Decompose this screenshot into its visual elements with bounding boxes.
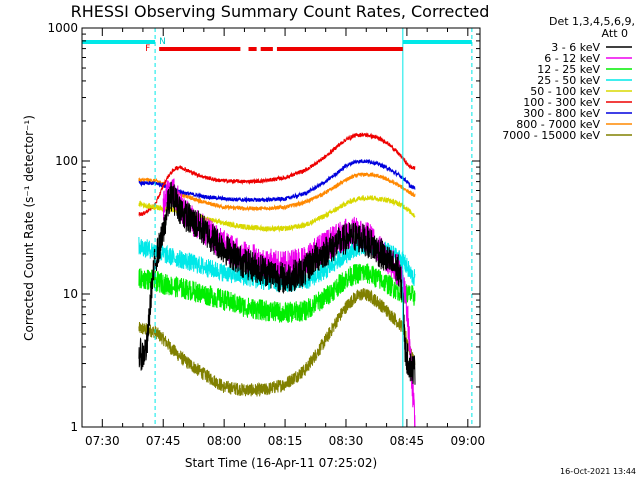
flare-bar: [276, 47, 403, 51]
series-line-6: [138, 159, 416, 204]
x-tick-label: 07:45: [146, 434, 181, 448]
series-line-7: [138, 171, 416, 212]
y-tick-label: 100: [55, 154, 78, 168]
legend-label-2: 12 - 25 keV: [537, 63, 600, 76]
y-tick-label: 1: [70, 420, 78, 434]
y-tick-label: 1000: [47, 21, 78, 35]
legend-label-4: 50 - 100 keV: [530, 85, 600, 98]
x-tick-label: 08:30: [329, 434, 364, 448]
y-tick-label: 10: [63, 287, 78, 301]
timestamp: 16-Oct-2021 13:44: [560, 467, 636, 476]
y-axis-label: Corrected Count Rate (s⁻¹ detector⁻¹): [22, 115, 36, 341]
x-tick-label: 08:00: [207, 434, 242, 448]
eclipse-flag-label: N: [159, 37, 166, 47]
series-line-2: [138, 263, 416, 324]
legend-detectors: Det 1,3,4,5,6,9,: [549, 15, 635, 28]
legend-label-5: 100 - 300 keV: [523, 96, 600, 109]
flare-bar: [260, 47, 273, 51]
series-line-5: [138, 131, 416, 217]
legend-label-1: 6 - 12 keV: [544, 52, 600, 65]
series-line-0: [138, 181, 416, 385]
legend-label-0: 3 - 6 keV: [551, 41, 600, 54]
series-line-8: [138, 288, 416, 397]
night-bar: [82, 40, 156, 44]
series-layer: [138, 131, 416, 428]
legend-attenuator: Att 0: [602, 27, 628, 40]
tick-layer: 07:30 07:45 08:00 08:15 08:30 08:45 09:00 1 10 10…: [47, 21, 485, 448]
flare-bar: [159, 47, 241, 51]
x-tick-label: 07:30: [85, 434, 120, 448]
x-tick-label: 09:00: [451, 434, 486, 448]
x-axis-label: Start Time (16-Apr-11 07:25:02): [185, 456, 377, 470]
night-bar: [402, 40, 472, 44]
x-tick-label: 08:15: [268, 434, 303, 448]
legend-label-8: 7000 - 15000 keV: [502, 129, 600, 142]
x-tick-label: 08:45: [390, 434, 425, 448]
legend-label-6: 300 - 800 keV: [523, 107, 600, 120]
plot-frame: [81, 27, 481, 428]
flare-flag-label: F: [145, 44, 150, 54]
chart-title: RHESSI Observing Summary Count Rates, Co…: [71, 2, 490, 21]
flare-bar: [248, 47, 257, 51]
legend-label-3: 25 - 50 keV: [537, 74, 600, 87]
legend-label-7: 800 - 7000 keV: [516, 118, 600, 131]
